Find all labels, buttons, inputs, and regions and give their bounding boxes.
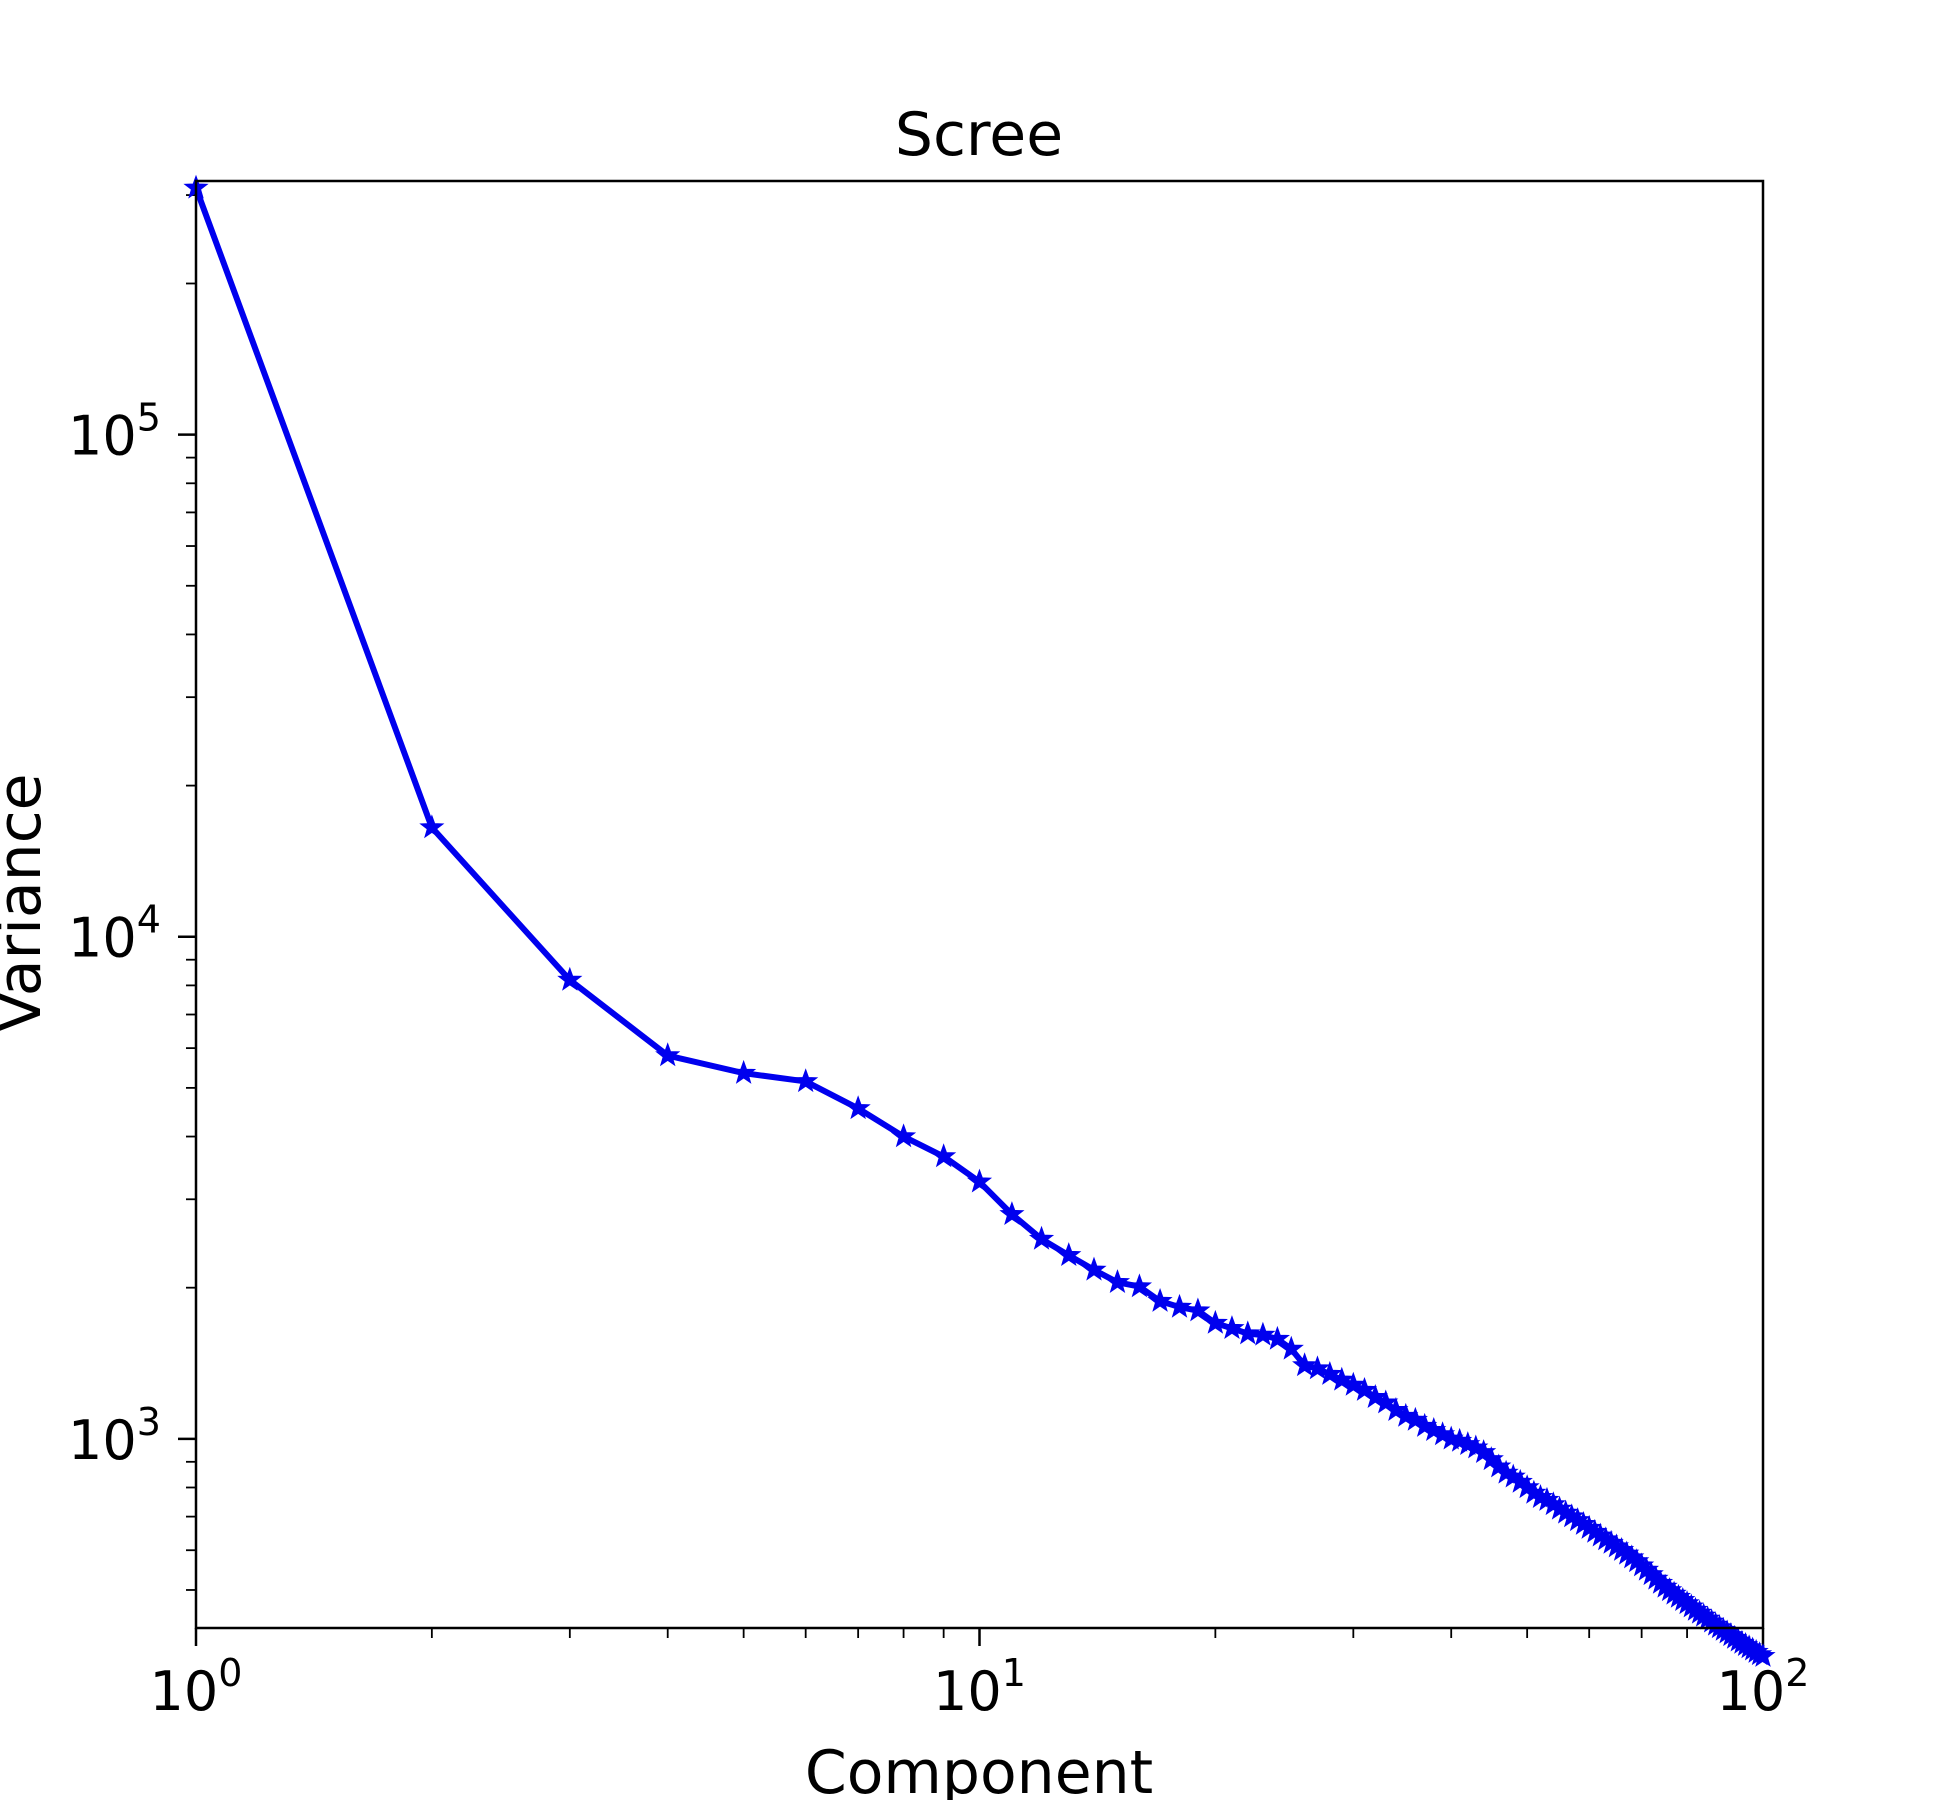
- data-point-marker: [845, 1095, 871, 1120]
- data-point-marker: [966, 1168, 993, 1193]
- data-point-marker: [1351, 1376, 1378, 1401]
- data-point-marker: [1104, 1269, 1131, 1293]
- data-point-marker: [1081, 1256, 1107, 1281]
- data-point-marker: [1317, 1360, 1343, 1385]
- data-point-marker: [731, 1059, 757, 1084]
- x-tick-base: 10: [1717, 1660, 1786, 1723]
- data-point-marker: [1126, 1273, 1152, 1298]
- data-point-marker: [1292, 1352, 1318, 1377]
- data-point-marker: [891, 1123, 917, 1148]
- data-point-marker: [1219, 1315, 1245, 1340]
- y-tick-label: 104: [68, 898, 161, 970]
- data-point-marker: [1235, 1320, 1261, 1345]
- y-tick-base: 10: [68, 1409, 137, 1472]
- y-tick-label: 105: [68, 396, 161, 468]
- y-tick-exponent: 4: [137, 898, 161, 942]
- x-tick-exponent: 1: [1002, 1651, 1026, 1695]
- x-tick-exponent: 0: [218, 1651, 242, 1695]
- data-point-marker: [1383, 1397, 1409, 1421]
- data-point-marker: [557, 966, 583, 991]
- x-axis-label: Component: [805, 1738, 1153, 1800]
- x-tick-base: 10: [150, 1660, 219, 1723]
- y-tick-exponent: 3: [137, 1400, 161, 1444]
- chart-title: Scree: [895, 100, 1063, 170]
- plot-frame: [194, 179, 1765, 1630]
- data-point-marker: [1147, 1287, 1173, 1312]
- x-tick-base: 10: [933, 1660, 1002, 1723]
- y-tick-exponent: 5: [137, 396, 161, 440]
- x-tick-label: 100: [150, 1651, 243, 1723]
- y-tick-base: 10: [68, 907, 137, 970]
- y-tick-base: 10: [68, 405, 137, 468]
- data-point-marker: [1264, 1325, 1290, 1350]
- data-point-marker: [1278, 1335, 1304, 1360]
- data-point-marker: [1185, 1297, 1211, 1322]
- data-point-marker: [1028, 1225, 1055, 1250]
- data-series: [183, 174, 1776, 1667]
- y-tick-label: 103: [68, 1400, 161, 1472]
- x-tick-label: 101: [933, 1651, 1026, 1723]
- data-point-marker: [1304, 1355, 1331, 1380]
- data-point-marker: [931, 1143, 957, 1168]
- series-line: [193, 186, 1765, 1659]
- data-point-marker: [655, 1042, 681, 1067]
- x-tick-exponent: 2: [1785, 1651, 1809, 1695]
- data-point-marker: [1166, 1293, 1193, 1318]
- data-point-marker: [999, 1201, 1025, 1226]
- data-point-marker: [1250, 1321, 1276, 1346]
- data-point-marker: [1750, 1643, 1776, 1667]
- data-point-marker: [1056, 1242, 1082, 1267]
- data-point-marker: [1202, 1309, 1228, 1334]
- data-point-marker: [1340, 1371, 1366, 1396]
- y-axis-label: Variance: [0, 773, 55, 1032]
- data-point-marker: [1329, 1366, 1355, 1391]
- data-point-marker: [793, 1068, 819, 1093]
- data-point-marker: [419, 814, 445, 839]
- x-tick-label: 102: [1717, 1651, 1810, 1723]
- data-point-marker: [1362, 1384, 1388, 1408]
